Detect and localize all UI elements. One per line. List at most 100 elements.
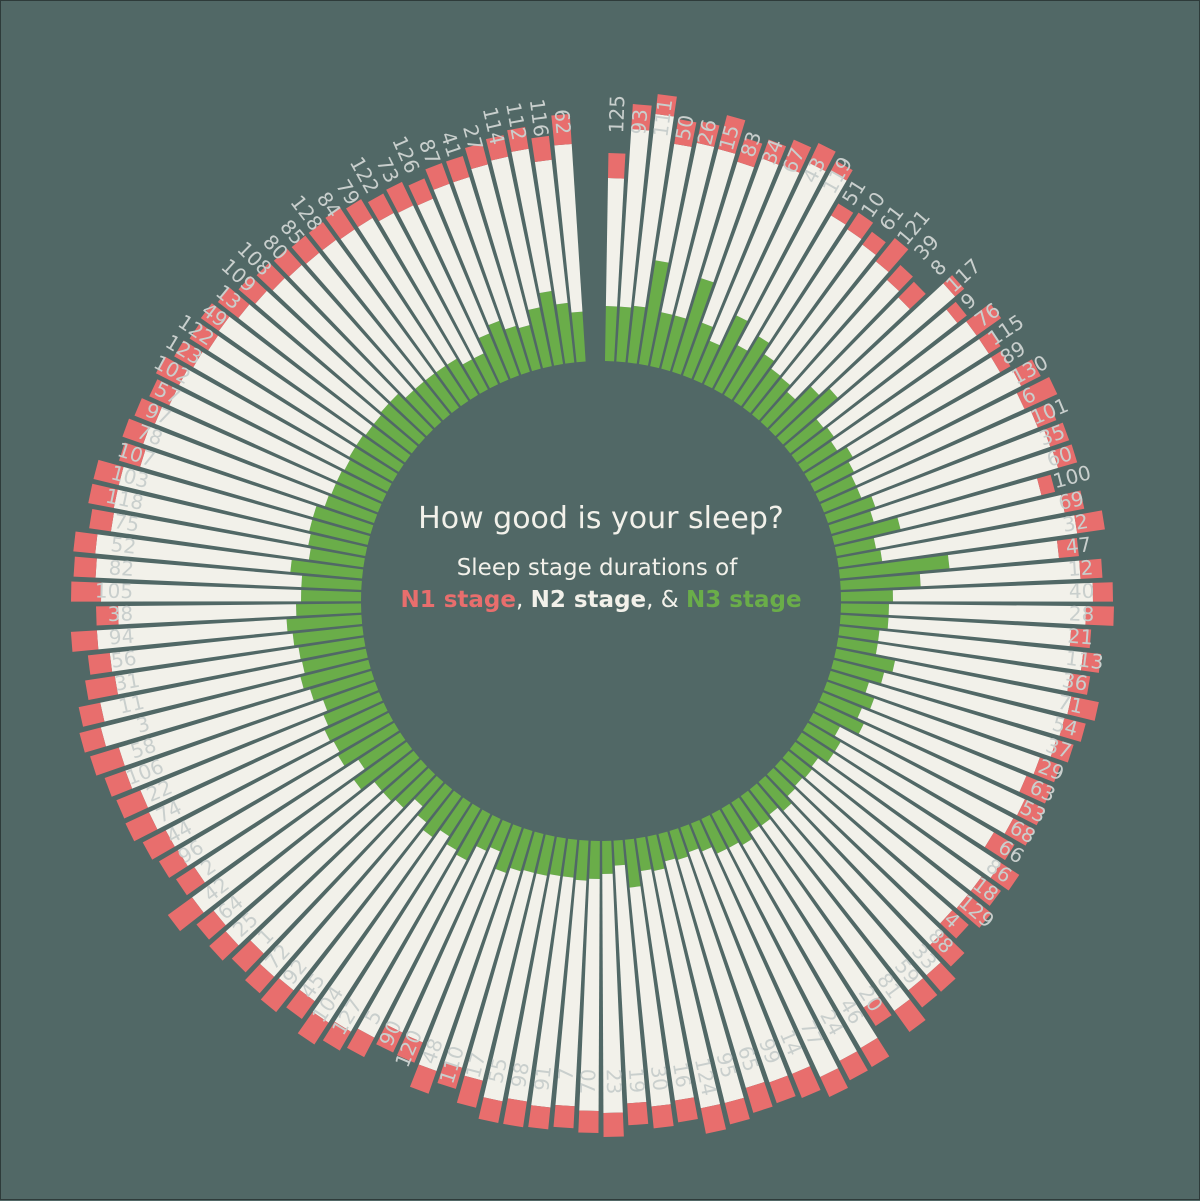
bar-n2-segment xyxy=(260,799,423,977)
bar-n3-segment xyxy=(832,517,901,545)
bar-n3-segment xyxy=(650,312,673,369)
bar-n2-segment xyxy=(218,316,373,435)
bar-n2-segment xyxy=(100,677,304,747)
bar-n1-segment xyxy=(830,160,853,181)
category-label: 19 xyxy=(624,1067,650,1094)
center-text: How good is your sleep? Sleep stage dura… xyxy=(400,501,801,613)
category-label: 69 xyxy=(1056,486,1086,515)
bar-n3-segment xyxy=(638,260,669,366)
bar-n1-segment xyxy=(1057,538,1079,558)
bar-n1-segment xyxy=(70,630,99,652)
bar-n1-segment xyxy=(507,127,529,152)
bar-n3-segment xyxy=(782,750,812,778)
bar-n3-segment xyxy=(298,637,366,660)
bar-n3-segment xyxy=(740,790,771,826)
bar-n1-segment xyxy=(991,350,1011,373)
bar-n2-segment xyxy=(114,647,301,695)
bar-n3-segment xyxy=(331,483,382,513)
bar-n2-segment xyxy=(709,165,800,346)
bar-n1-segment xyxy=(142,830,175,860)
bar-n1-segment xyxy=(930,932,965,967)
bar-n3-segment xyxy=(823,681,875,709)
bar-n3-segment xyxy=(589,840,600,879)
bar-n3-segment xyxy=(819,692,862,719)
bar-n2-segment xyxy=(179,369,350,470)
bar-n1-segment xyxy=(783,139,812,173)
bar-n1-segment xyxy=(946,301,967,323)
bar-n1-segment xyxy=(503,1098,527,1128)
bar-n3-segment xyxy=(834,538,877,557)
bar-n1-segment xyxy=(1016,376,1058,410)
bar-n1-segment xyxy=(908,978,938,1008)
bar-n2-segment xyxy=(118,466,313,531)
bar-n2-segment xyxy=(193,351,356,457)
bar-n3-segment xyxy=(724,336,769,400)
bar-n2-segment xyxy=(289,265,414,398)
bar-n1-segment xyxy=(724,1097,750,1125)
category-label: 26 xyxy=(692,117,721,147)
bar-n1-segment xyxy=(397,1035,423,1063)
bar-n3-segment xyxy=(804,447,853,482)
bar-n3-segment xyxy=(539,290,564,366)
bar-n3-segment xyxy=(549,836,566,877)
bar-n1-segment xyxy=(1037,474,1056,496)
bar-n3-segment xyxy=(390,393,434,437)
bar-n2-segment xyxy=(96,619,288,650)
bar-n1-segment xyxy=(245,964,275,994)
bar-n3-segment xyxy=(374,750,420,791)
bar-n2-segment xyxy=(140,715,329,808)
bar-n3-segment xyxy=(286,614,363,632)
bar-n3-segment xyxy=(323,692,383,726)
bar-n1-segment xyxy=(79,727,106,753)
bar-n1-segment xyxy=(875,238,909,273)
bar-n3-segment xyxy=(776,388,838,445)
category-label: 52 xyxy=(109,532,137,559)
bar-n1-segment xyxy=(887,265,913,292)
bar-n1-segment xyxy=(104,770,133,797)
bar-n3-segment xyxy=(423,790,462,837)
bar-n3-segment xyxy=(381,403,426,445)
bar-n1-segment xyxy=(979,331,1001,354)
bar-n2-segment xyxy=(764,229,862,361)
bar-n2-segment xyxy=(870,450,1059,522)
bar-n2-segment xyxy=(737,171,847,351)
bar-n3-segment xyxy=(733,354,774,407)
bar-n3-segment xyxy=(682,322,713,379)
bar-n3-segment xyxy=(774,759,803,786)
bar-n2-segment xyxy=(873,495,1065,549)
bar-n1-segment xyxy=(465,143,488,170)
bar-n1-segment xyxy=(863,997,892,1026)
bar-n3-segment xyxy=(815,475,857,502)
bar-n1-segment xyxy=(260,978,294,1013)
bar-n1-segment xyxy=(71,581,102,602)
bar-n1-segment xyxy=(273,248,302,277)
bar-n1-segment xyxy=(528,1105,551,1130)
bar-n1-segment xyxy=(1069,628,1092,649)
legend-separator: , xyxy=(516,587,531,613)
bar-n1-segment xyxy=(970,876,1001,906)
bar-n3-segment xyxy=(308,548,365,568)
bar-n2-segment xyxy=(717,848,839,1077)
bar-n2-segment xyxy=(787,279,900,400)
bar-n1-segment xyxy=(831,203,854,225)
bar-n2-segment xyxy=(865,682,1057,757)
bar-n3-segment xyxy=(824,496,876,524)
bar-n2-segment xyxy=(871,429,1051,507)
bar-n3-segment xyxy=(838,626,880,642)
bar-n2-segment xyxy=(781,261,889,385)
bar-n1-segment xyxy=(367,193,394,222)
bar-n1-segment xyxy=(809,143,836,172)
bar-n1-segment xyxy=(1019,775,1053,804)
bar-n2-segment xyxy=(750,826,879,1008)
bar-n2-segment xyxy=(787,788,943,945)
bar-n1-segment xyxy=(940,910,969,939)
bar-n1-segment xyxy=(1030,402,1057,428)
bar-n3-segment xyxy=(333,712,394,752)
bar-n2-segment xyxy=(654,868,721,1109)
bar-n3-segment xyxy=(693,340,720,384)
bar-n2-segment xyxy=(761,819,910,1011)
bar-n2-segment xyxy=(418,869,506,1072)
bar-n2-segment xyxy=(208,335,363,446)
bar-n2-segment xyxy=(702,158,779,327)
bar-n2-segment xyxy=(534,159,568,305)
